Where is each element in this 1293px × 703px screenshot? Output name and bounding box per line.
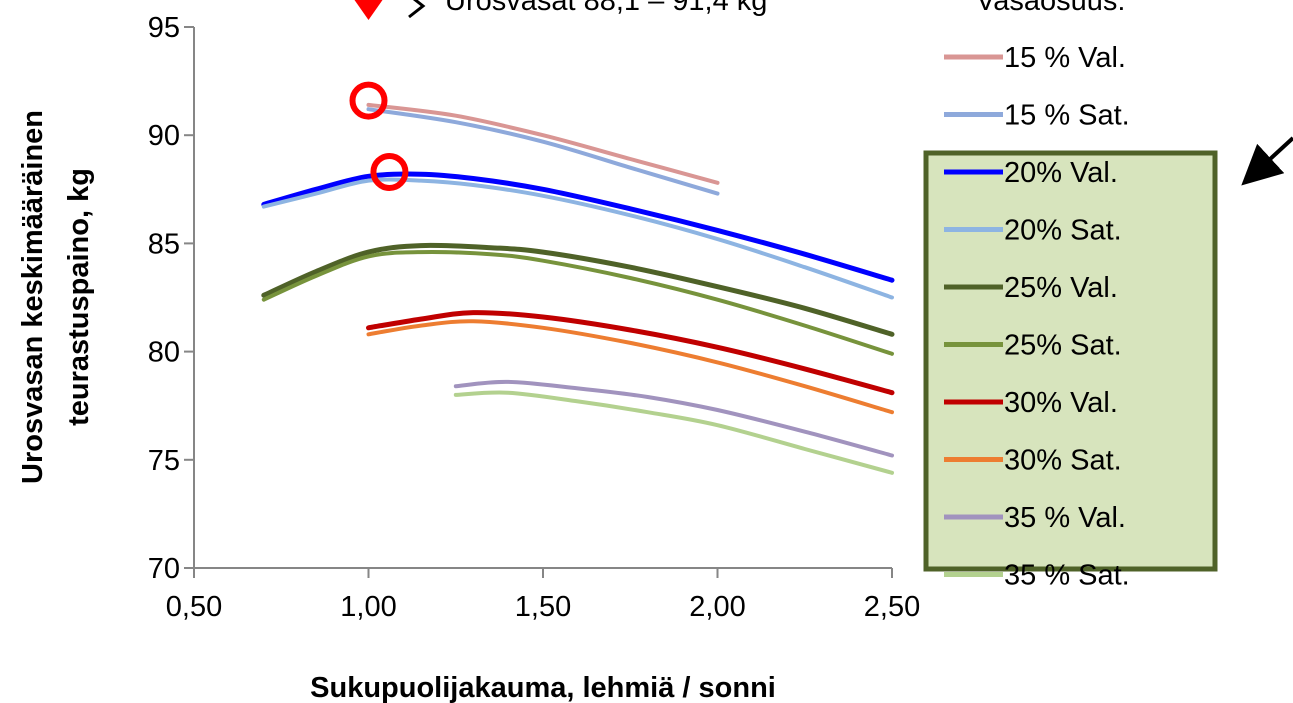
- legend-title: Vasaosuus:: [976, 0, 1125, 17]
- legend-label: 20% Val.: [1004, 157, 1118, 189]
- series-line-30-val-: [366, 310, 895, 396]
- series-line-25-sat-: [261, 250, 894, 356]
- x-tick-label: 2,00: [689, 591, 745, 623]
- legend-label: 30% Val.: [1004, 387, 1118, 419]
- y-tick-label: 70: [148, 553, 180, 585]
- series-line-30-sat-: [366, 319, 894, 415]
- series-lines: [261, 102, 895, 475]
- y-axis-title-line1: Urosvasan keskimääräinen: [17, 110, 49, 484]
- y-tick-label: 75: [148, 445, 180, 477]
- x-ticks: 0,50 1,00 1,50 2,00 2,50: [166, 568, 920, 623]
- legend-label: 25% Sat.: [1004, 330, 1122, 362]
- legend-label: 15 % Val.: [1004, 42, 1126, 74]
- highlight-circle: [370, 152, 409, 191]
- x-tick-label: 1,50: [515, 591, 571, 623]
- series-line-15-sat-: [366, 107, 720, 196]
- x-tick-label: 0,50: [166, 591, 222, 623]
- legend-label: 20% Sat.: [1004, 215, 1122, 247]
- y-ticks: 70 75 80 85 90 95: [148, 12, 194, 585]
- legend-label: 35 % Val.: [1004, 502, 1126, 534]
- series-line-15-val-: [366, 102, 720, 185]
- y-tick-label: 90: [148, 120, 180, 152]
- legend-highlight-box: [923, 150, 1218, 572]
- series-line-20-val-: [261, 171, 895, 283]
- y-tick-label: 85: [148, 228, 180, 260]
- legend-label: 35 % Sat.: [1004, 560, 1130, 592]
- legend-label: 30% Sat.: [1004, 445, 1122, 477]
- legend-label: 25% Val.: [1004, 272, 1118, 304]
- arrow-icon: [1241, 136, 1293, 186]
- highlight-circle: [349, 81, 388, 120]
- top-note: Urosvasat 88,1 – 91,4 kg: [445, 0, 767, 17]
- series-line-25-val-: [261, 242, 895, 337]
- legend: 15 % Val. 15 % Sat. 20% Val. 20% Sat. 25% Va…: [944, 42, 1130, 592]
- series-line-35-val-: [453, 379, 894, 458]
- legend-label: 15 % Sat.: [1004, 100, 1130, 132]
- y-axis-title-line2: teurastuspaino, kg: [63, 168, 95, 426]
- chevron-right-icon: [408, 0, 426, 19]
- y-tick-label: 95: [148, 12, 180, 44]
- down-triangle-icon: [354, 0, 383, 20]
- x-tick-label: 2,50: [864, 591, 920, 623]
- series-line-35-sat-: [453, 390, 894, 475]
- series-line-20-sat-: [261, 177, 894, 300]
- x-tick-label: 1,00: [340, 591, 396, 623]
- y-tick-label: 80: [148, 337, 180, 369]
- x-axis-title: Sukupuolijakauma, lehmiä / sonni: [310, 672, 776, 703]
- annotation-markers: [349, 0, 409, 191]
